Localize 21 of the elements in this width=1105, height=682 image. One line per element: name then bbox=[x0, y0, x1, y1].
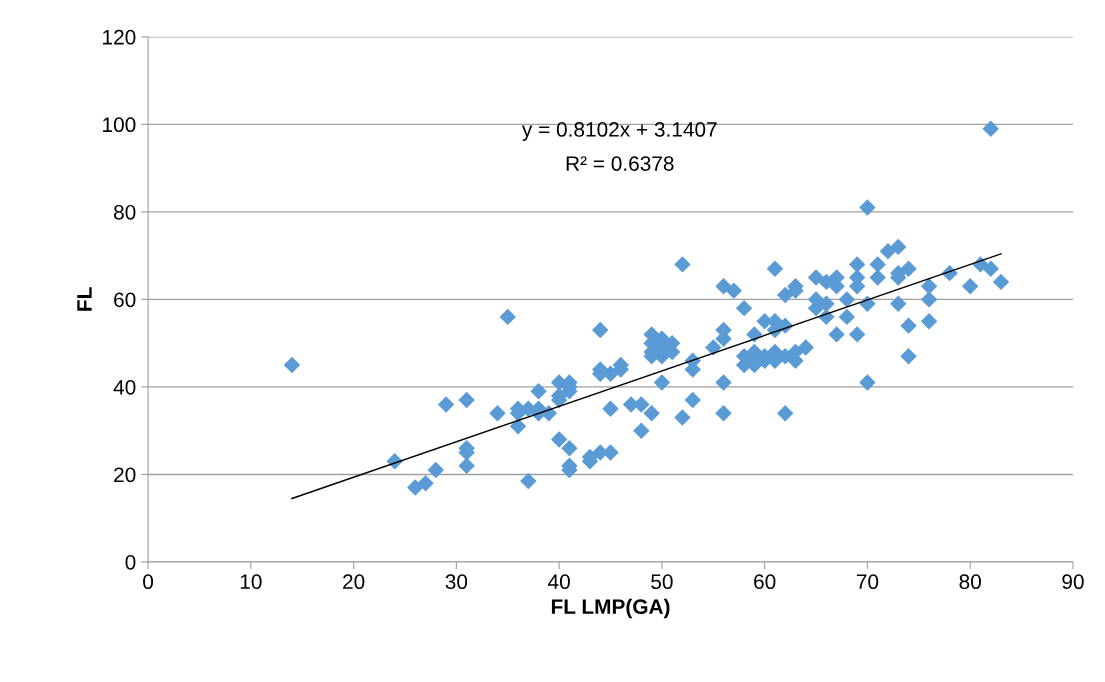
x-tick-label: 90 bbox=[1062, 574, 1084, 590]
annotation: y = 0.8102x + 3.1407 bbox=[521, 122, 717, 141]
x-axis-title: FL LMP(GA) bbox=[551, 598, 670, 619]
x-tick-label: 30 bbox=[445, 574, 468, 590]
y-tick-label: 40 bbox=[113, 379, 136, 395]
y-tick-label: 0 bbox=[125, 554, 136, 570]
x-tick-label: 0 bbox=[143, 574, 154, 590]
y-axis-title: FL bbox=[77, 287, 92, 311]
annotation: R² = 0.6378 bbox=[566, 156, 674, 171]
x-tick-label: 20 bbox=[343, 574, 365, 590]
x-tick-label: 50 bbox=[651, 574, 673, 590]
x-tick-label: 80 bbox=[959, 574, 981, 590]
y-tick-label: 100 bbox=[103, 117, 136, 133]
x-tick-label: 10 bbox=[240, 574, 262, 590]
x-tick-label: 70 bbox=[856, 574, 879, 590]
x-tick-label: 40 bbox=[548, 574, 570, 590]
y-tick-label: 60 bbox=[114, 292, 136, 308]
y-tick-label: 120 bbox=[103, 29, 136, 45]
x-tick-label: 60 bbox=[754, 574, 776, 590]
y-tick-label: 20 bbox=[114, 467, 136, 483]
y-tick-label: 80 bbox=[114, 204, 136, 220]
